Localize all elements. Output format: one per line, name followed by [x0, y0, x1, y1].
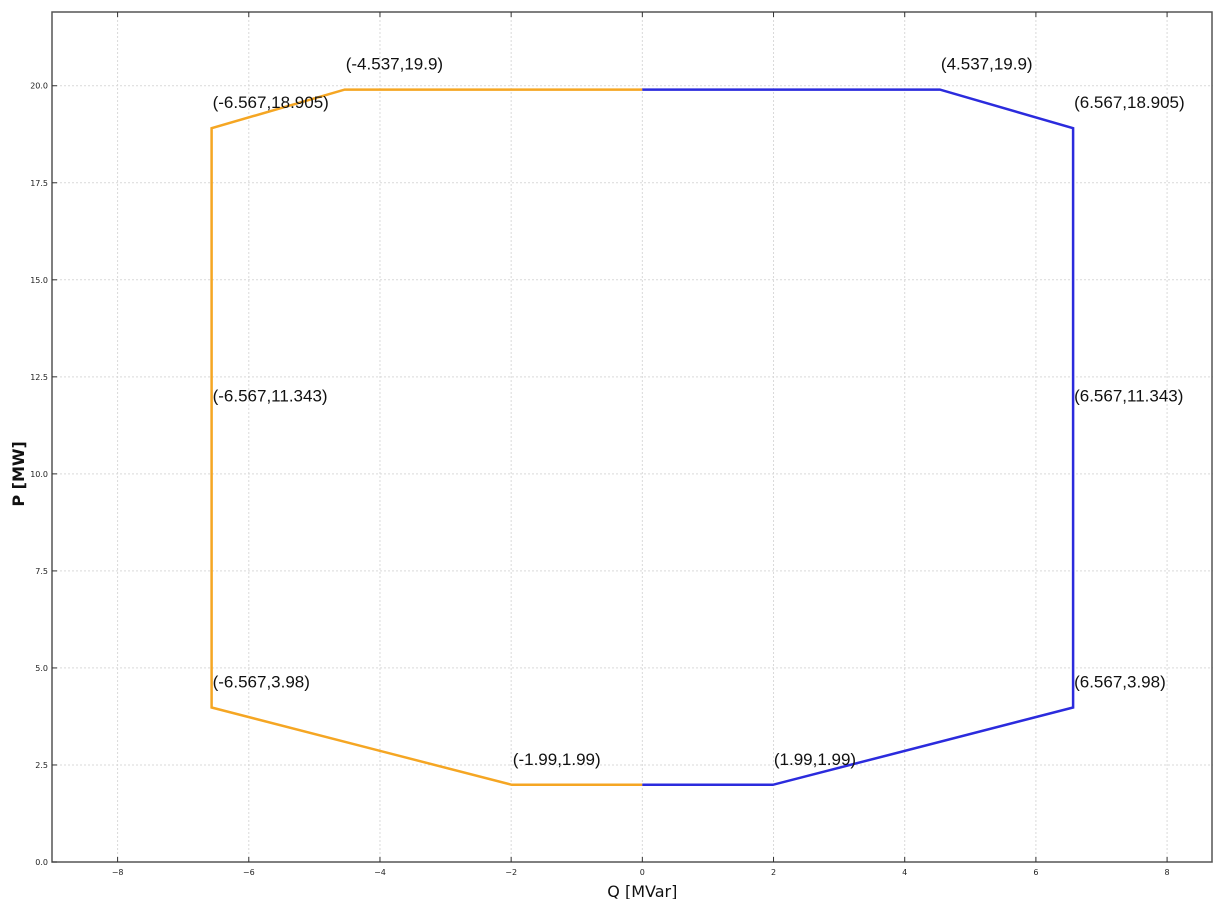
x-tick-label: −8 — [112, 868, 124, 877]
y-tick-label: 12.5 — [30, 373, 48, 382]
point-annotation: (1.99,1.99) — [774, 750, 856, 769]
point-annotation: (-1.99,1.99) — [513, 750, 601, 769]
y-tick-label: 10.0 — [30, 470, 48, 479]
series-line-1 — [210, 88, 643, 787]
x-tick-label: −6 — [243, 868, 255, 877]
point-annotation: (-4.537,19.9) — [346, 55, 443, 74]
point-annotation: (-6.567,3.98) — [213, 673, 310, 692]
x-tick-label: −4 — [374, 868, 386, 877]
x-tick-label: 8 — [1165, 868, 1170, 877]
y-tick-label: 15.0 — [30, 276, 48, 285]
x-tick-label: 6 — [1033, 868, 1038, 877]
point-annotation: (-6.567,18.905) — [213, 93, 329, 112]
y-tick-label: 0.0 — [35, 858, 48, 867]
series-line-2 — [642, 88, 1075, 787]
y-tick-label: 7.5 — [35, 567, 48, 576]
y-tick-label: 17.5 — [30, 179, 48, 188]
y-tick-label: 5.0 — [35, 664, 48, 673]
y-tick-label: 2.5 — [35, 761, 48, 770]
point-annotations: (-4.537,19.9) (4.537,19.9) (-6.567,18.905)… — [213, 55, 1185, 769]
x-tick-label: 2 — [771, 868, 776, 877]
x-tick-label: −2 — [505, 868, 517, 877]
y-tick-label: 20.0 — [30, 82, 48, 91]
tick-labels: −8 −6 −4 −2 0 2 4 6 8 0.0 2.5 5.0 7.5 10.0 12.5 15.0 17.… — [30, 12, 1170, 877]
point-annotation: (4.537,19.9) — [941, 55, 1033, 74]
x-axis-label: Q [MVar] — [607, 882, 677, 899]
grid-lines — [52, 12, 1213, 863]
plot-frame — [51, 11, 1213, 863]
y-axis-label: P [MW] — [9, 441, 28, 507]
point-annotation: (6.567,11.343) — [1074, 387, 1183, 406]
series-lines — [210, 88, 1075, 787]
point-annotation: (6.567,18.905) — [1074, 93, 1185, 112]
point-annotation: (6.567,3.98) — [1074, 673, 1166, 692]
point-annotation: (-6.567,11.343) — [213, 387, 328, 406]
x-tick-label: 4 — [902, 868, 907, 877]
x-tick-label: 0 — [640, 868, 645, 877]
